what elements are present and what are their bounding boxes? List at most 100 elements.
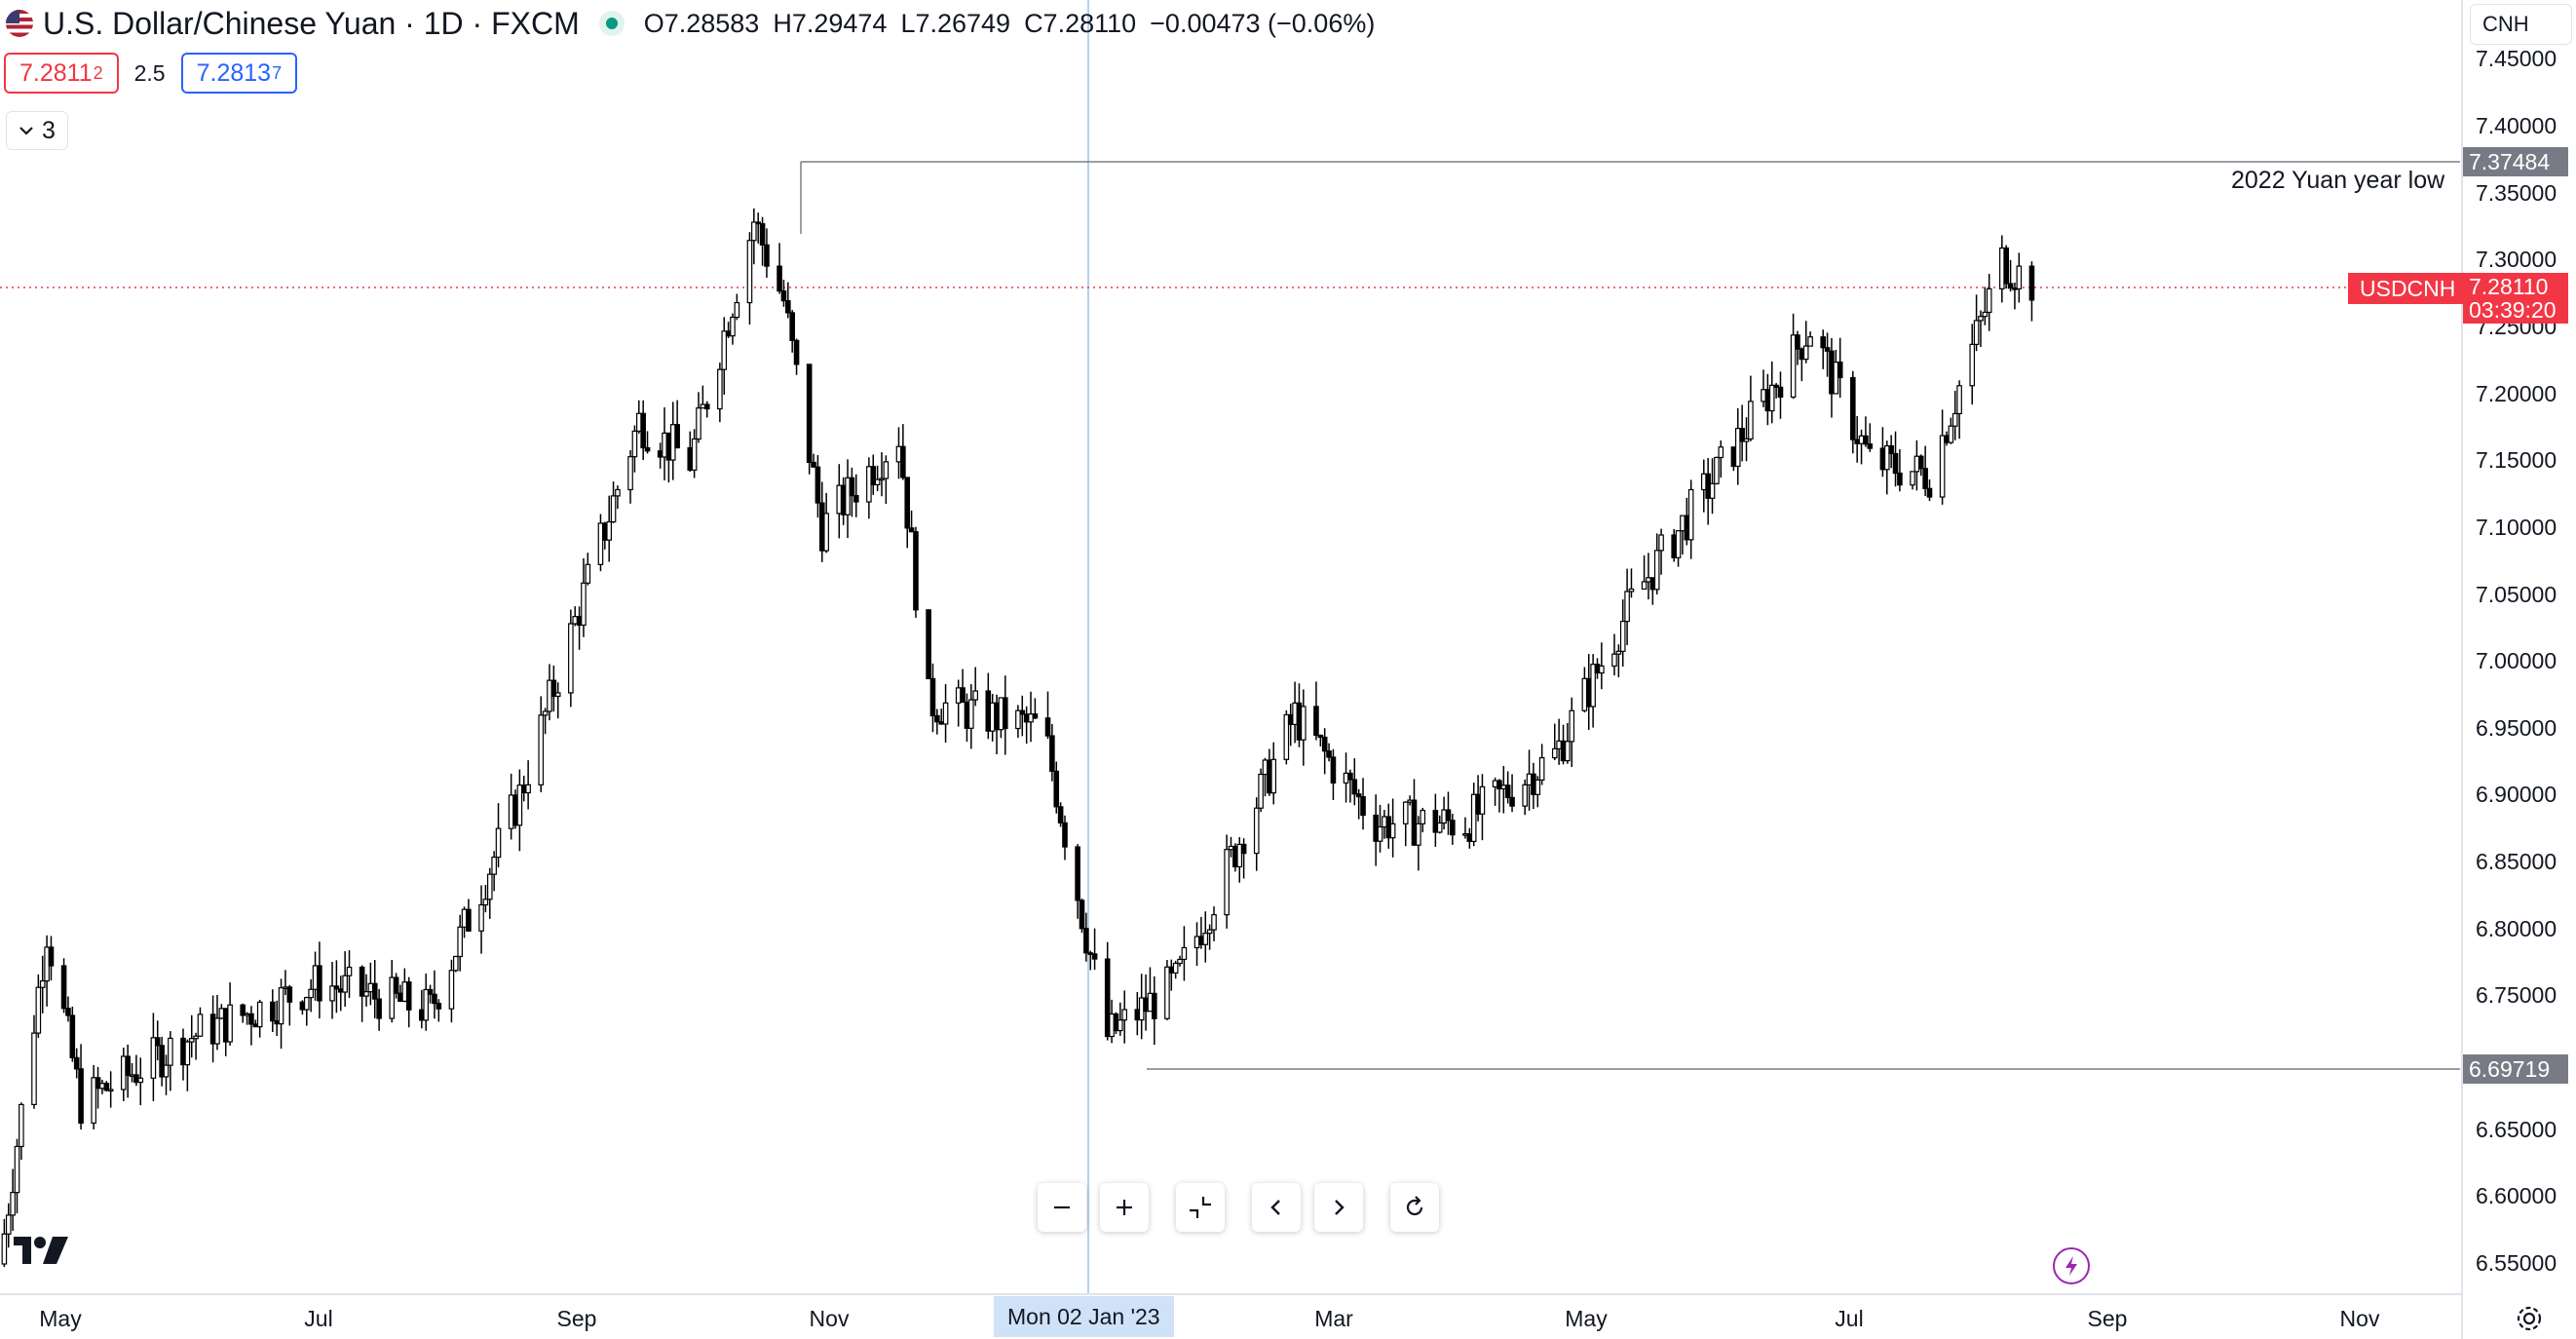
candle-body <box>159 1045 165 1078</box>
candle-body <box>1982 311 1989 318</box>
scroll-left-button[interactable] <box>1252 1183 1301 1232</box>
buy-button[interactable]: 7.2813 7 <box>180 53 298 94</box>
candle-body <box>168 1037 173 1066</box>
price-axis-tick: 7.40000 <box>2476 112 2557 138</box>
candle-body <box>1973 320 1980 346</box>
candle-body <box>1015 709 1021 730</box>
candle-body <box>222 1008 229 1043</box>
price-axis-tick: 6.90000 <box>2476 782 2557 808</box>
sell-button[interactable]: 7.2811 2 <box>4 53 119 94</box>
candle-body <box>542 710 549 716</box>
candle-body <box>1641 581 1648 591</box>
candle-body <box>65 1008 71 1016</box>
candle-body <box>1653 550 1660 591</box>
candle-body <box>1680 515 1686 532</box>
chevron-right-icon <box>1335 1200 1345 1215</box>
candle-body <box>457 926 463 958</box>
candle-body <box>1829 350 1835 395</box>
candle-body <box>572 616 579 625</box>
candle-body <box>1470 793 1477 842</box>
candle-body <box>1441 809 1447 824</box>
candle-body <box>1999 247 2005 289</box>
current-price-value: 7.28110 <box>2469 274 2549 299</box>
time-axis-tick: May <box>1565 1306 1608 1331</box>
candle-body <box>627 456 633 491</box>
price-axis-tick: 6.55000 <box>2476 1250 2557 1276</box>
scroll-right-button[interactable] <box>1314 1183 1363 1232</box>
bar-countdown: 03:39:20 <box>2469 297 2557 323</box>
candle-body <box>836 484 843 515</box>
symbol-title[interactable]: U.S. Dollar/Chinese Yuan · 1D · FXCM <box>43 5 580 41</box>
candle-body <box>342 975 348 993</box>
candle-body <box>2003 247 2009 285</box>
level-low-value: 6.69719 <box>2469 1055 2551 1082</box>
zoom-in-button[interactable] <box>1100 1183 1149 1232</box>
candle-body <box>1109 1013 1115 1038</box>
candle-body <box>1802 345 1809 361</box>
candle-body <box>1292 702 1298 726</box>
candle-body <box>1402 801 1409 824</box>
candle-body <box>31 1032 37 1106</box>
candle-body <box>934 714 940 723</box>
lightning-icon[interactable] <box>2053 1247 2090 1284</box>
candle-body <box>393 976 399 994</box>
time-axis-tick: Sep <box>2087 1306 2128 1331</box>
candle-body <box>818 502 825 552</box>
price-axis-tick: 7.35000 <box>2476 179 2557 206</box>
candle-body <box>274 1019 280 1025</box>
indicators-toggle-button[interactable]: 3 <box>6 111 68 150</box>
candle-body <box>985 690 992 732</box>
price-axis-tick: 6.80000 <box>2476 915 2557 941</box>
candle-body <box>1232 845 1238 868</box>
candle-body <box>367 982 374 993</box>
reset-scale-button[interactable] <box>1176 1183 1225 1232</box>
candle-body <box>845 477 851 516</box>
candle-body <box>209 1014 216 1045</box>
candle-body <box>1939 435 1946 498</box>
zoom-out-button[interactable] <box>1038 1183 1086 1232</box>
open-value: O7.28583 <box>643 8 760 38</box>
candle-body <box>107 1089 114 1092</box>
candle-body <box>1407 799 1413 803</box>
candle-body <box>1373 814 1379 842</box>
price-axis-tick: 7.15000 <box>2476 447 2557 474</box>
candle-body <box>550 679 557 698</box>
candle-body <box>1198 936 1204 945</box>
year-low-label[interactable]: 2022 Yuan year low <box>2231 167 2445 194</box>
symbol-legend: U.S. Dollar/Chinese Yuan · 1D · FXCM O7.… <box>6 4 1375 43</box>
spread-value: 2.5 <box>133 59 166 86</box>
candle-body <box>721 330 728 370</box>
candle-body <box>1790 334 1797 399</box>
candle-body <box>1705 473 1711 499</box>
candle-body <box>1019 709 1026 715</box>
candle-body <box>2012 287 2018 290</box>
time-axis-tick: Nov <box>809 1306 850 1331</box>
candle-body <box>2016 265 2023 289</box>
gear-icon[interactable] <box>2513 1302 2546 1335</box>
candle-body <box>1475 793 1481 815</box>
candle-body <box>852 494 859 503</box>
candle-body <box>299 1001 306 1011</box>
candle-body <box>942 702 949 725</box>
candle-body <box>1504 784 1511 799</box>
candle-body <box>1420 810 1426 824</box>
candle-body <box>91 1077 96 1125</box>
trade-quotes: 7.2811 2 2.5 7.2813 7 <box>4 53 298 94</box>
candle-body <box>1714 456 1720 484</box>
candle-body <box>1062 822 1068 848</box>
currency-select[interactable]: CNH <box>2470 4 2572 45</box>
candle-body <box>1560 740 1567 762</box>
candle-body <box>346 966 353 976</box>
candle-body <box>129 1074 135 1078</box>
candle-body <box>154 1037 161 1047</box>
candle-body <box>1389 823 1396 839</box>
tradingview-logo-icon[interactable] <box>12 1233 72 1268</box>
candle-body <box>405 981 412 1011</box>
candle-body <box>133 1074 139 1084</box>
candle-body <box>669 424 676 461</box>
candle-body <box>1531 773 1536 795</box>
candle-body <box>1177 958 1183 965</box>
candle-body <box>547 679 552 712</box>
reset-chart-button[interactable] <box>1390 1183 1439 1232</box>
